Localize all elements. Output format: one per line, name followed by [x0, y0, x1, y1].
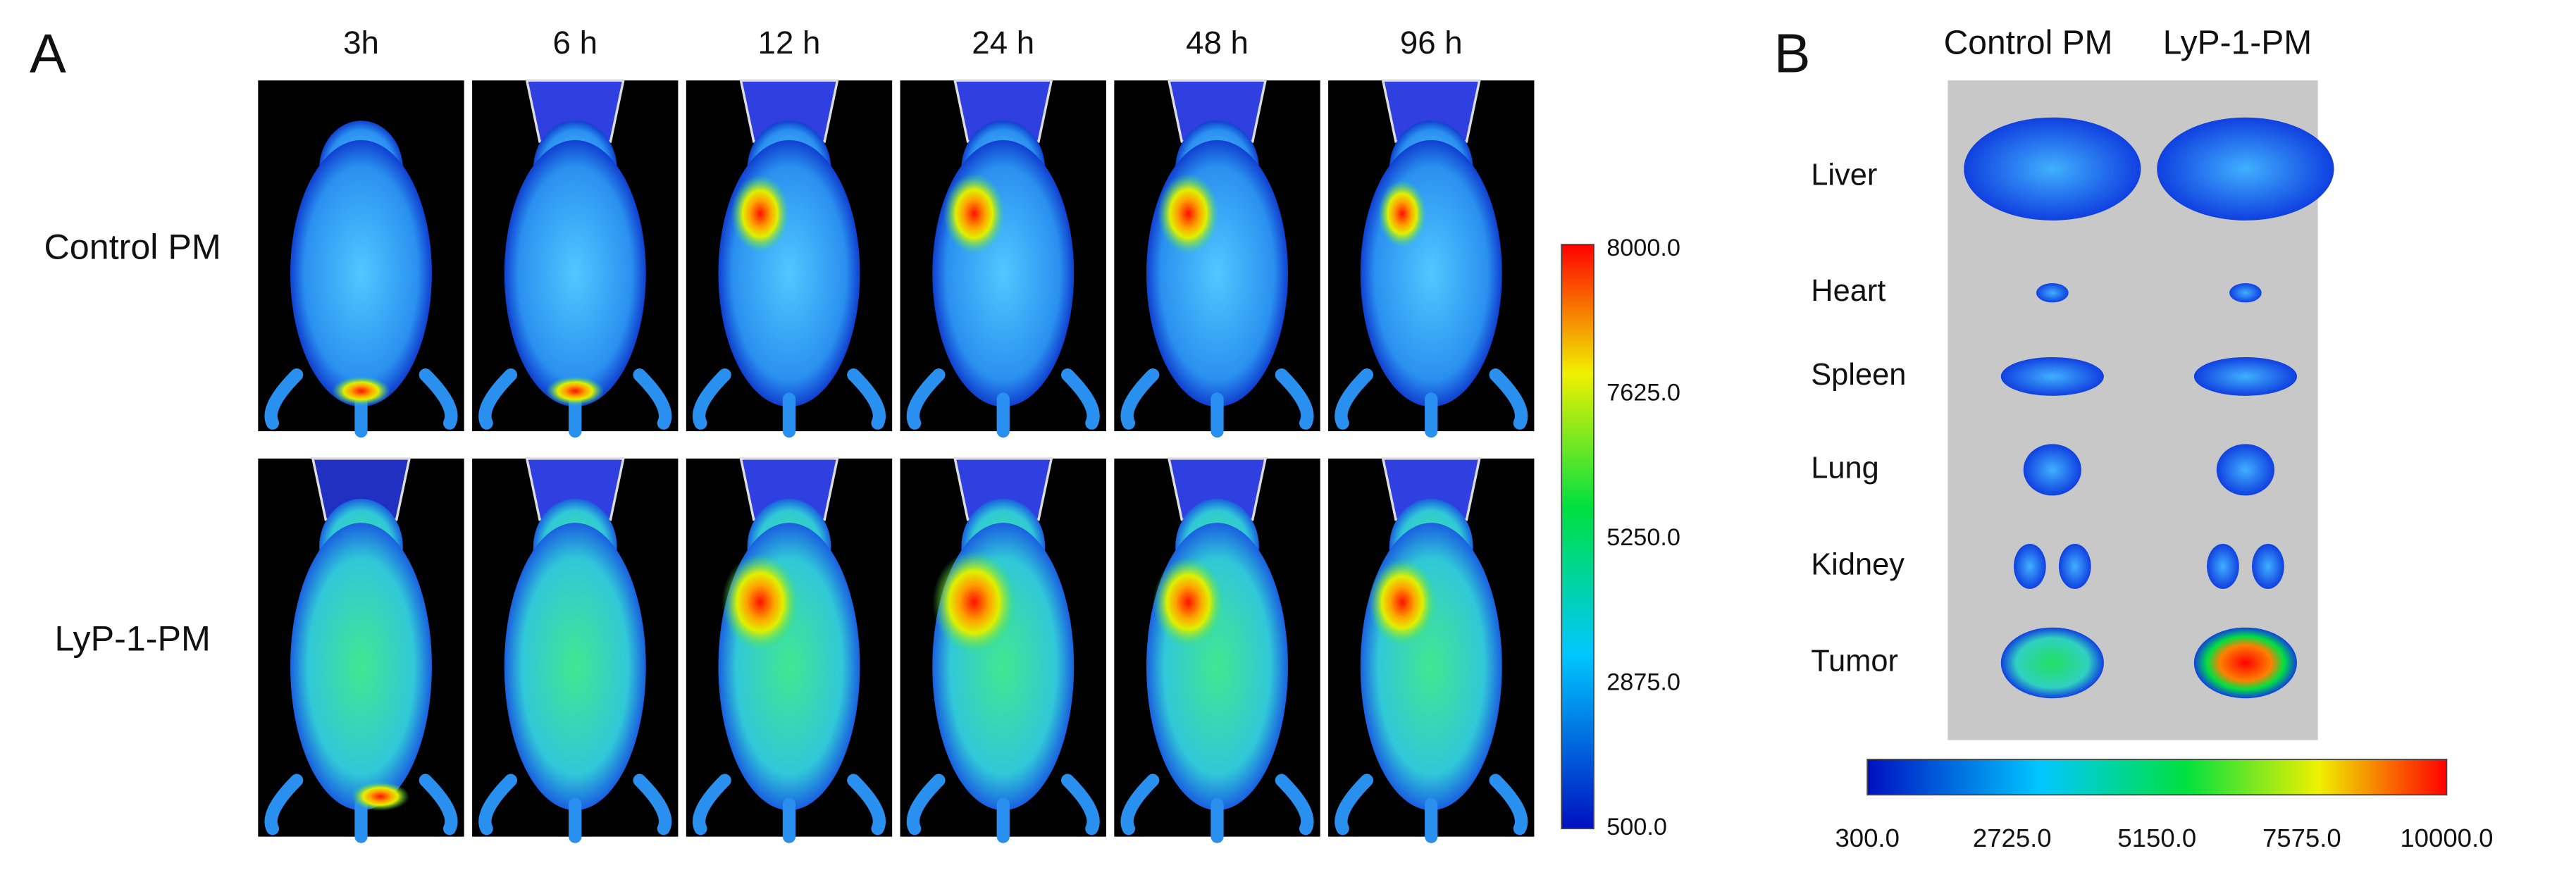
- nose-cone: [1381, 457, 1481, 521]
- organ-image: [2157, 117, 2334, 220]
- signal-hotspot: [1153, 557, 1224, 647]
- signal-hotspot: [351, 781, 409, 812]
- panel-label: A: [30, 24, 66, 85]
- organ-image: [2207, 543, 2239, 589]
- signal-hotspot: [932, 550, 1017, 654]
- signal-hotspot: [731, 175, 789, 253]
- colorbar: [1561, 244, 1594, 830]
- nose-cone: [1381, 79, 1481, 143]
- organ-label: Liver: [1811, 159, 1877, 192]
- organ-image: [2014, 543, 2046, 589]
- mouse-legs: [1335, 368, 1528, 438]
- mouse-body: [504, 139, 646, 407]
- colorbar: [1866, 759, 2448, 796]
- organ-image: [2193, 357, 2297, 396]
- signal-hotspot: [1158, 173, 1219, 254]
- signal-hotspot: [1377, 180, 1427, 248]
- nose-cone: [525, 79, 625, 143]
- organ-image: [2023, 444, 2081, 496]
- signal-hotspot: [332, 376, 390, 406]
- mouse-body: [718, 139, 860, 407]
- nose-cone: [311, 457, 411, 521]
- nose-cone: [739, 79, 839, 143]
- mouse-body: [1146, 139, 1288, 407]
- mouse-legs: [906, 774, 1100, 843]
- time-label: 48 h: [1186, 25, 1249, 61]
- mouse-body: [1360, 523, 1502, 811]
- panel-label: B: [1774, 24, 1811, 85]
- organ-label: Heart: [1811, 274, 1885, 308]
- organ-image: [1964, 117, 2141, 220]
- mouse-legs: [1120, 368, 1314, 438]
- colorbar-tick-label: 8000.0: [1606, 235, 1680, 261]
- colorbar-tick-label: 2875.0: [1606, 669, 1680, 696]
- organ-label: Spleen: [1811, 358, 1906, 392]
- organ-image: [2216, 444, 2275, 496]
- time-label: 96 h: [1400, 25, 1463, 61]
- mouse-legs: [1120, 774, 1314, 843]
- organ-label: Lung: [1811, 451, 1878, 485]
- row-label: LyP-1-PM: [54, 619, 210, 658]
- mouse-legs: [1335, 774, 1528, 843]
- organ-image: [2058, 543, 2091, 589]
- mouse-legs: [906, 368, 1100, 438]
- organ-image: [2000, 627, 2104, 699]
- column-label: LyP-1-PM: [2163, 25, 2312, 62]
- colorbar-tick-label: 500.0: [1606, 814, 1667, 840]
- organ-image: [2229, 282, 2262, 303]
- organ-image: [2193, 627, 2297, 699]
- colorbar-tick-label: 10000.0: [2400, 824, 2493, 852]
- signal-hotspot: [1368, 559, 1437, 646]
- mouse-body: [1360, 139, 1502, 407]
- organ-image: [2000, 357, 2104, 396]
- signal-hotspot: [546, 376, 605, 406]
- mouse-legs: [264, 774, 458, 843]
- organ-image: [2252, 543, 2284, 589]
- nose-cone: [1167, 79, 1268, 143]
- nose-cone: [953, 457, 1053, 521]
- colorbar-tick-label: 300.0: [1835, 824, 1899, 852]
- signal-hotspot: [943, 173, 1005, 254]
- signal-hotspot: [722, 554, 799, 651]
- row-label: Control PM: [44, 227, 221, 266]
- organ-label: Tumor: [1811, 644, 1898, 678]
- mouse-body: [932, 139, 1075, 407]
- time-label: 6 h: [553, 25, 597, 61]
- mouse-body: [290, 139, 432, 407]
- colorbar-tick-label: 7575.0: [2262, 824, 2341, 852]
- organ-label: Kidney: [1811, 547, 1905, 581]
- column-label: Control PM: [1944, 25, 2113, 62]
- nose-cone: [739, 457, 839, 521]
- organ-image: [2036, 282, 2069, 303]
- mouse-legs: [693, 774, 886, 843]
- mouse-body: [290, 523, 432, 811]
- colorbar-tick-label: 7625.0: [1606, 380, 1680, 406]
- mouse-body: [504, 523, 646, 811]
- mouse-legs: [478, 774, 672, 843]
- time-label: 3h: [343, 25, 379, 61]
- time-label: 12 h: [758, 25, 821, 61]
- colorbar-tick-label: 2725.0: [1973, 824, 2052, 852]
- nose-cone: [525, 457, 625, 521]
- nose-cone: [953, 79, 1053, 143]
- time-label: 24 h: [972, 25, 1034, 61]
- colorbar-tick-label: 5150.0: [2117, 824, 2196, 852]
- colorbar-tick-label: 5250.0: [1606, 524, 1680, 551]
- mouse-legs: [693, 368, 886, 438]
- nose-cone: [1167, 457, 1268, 521]
